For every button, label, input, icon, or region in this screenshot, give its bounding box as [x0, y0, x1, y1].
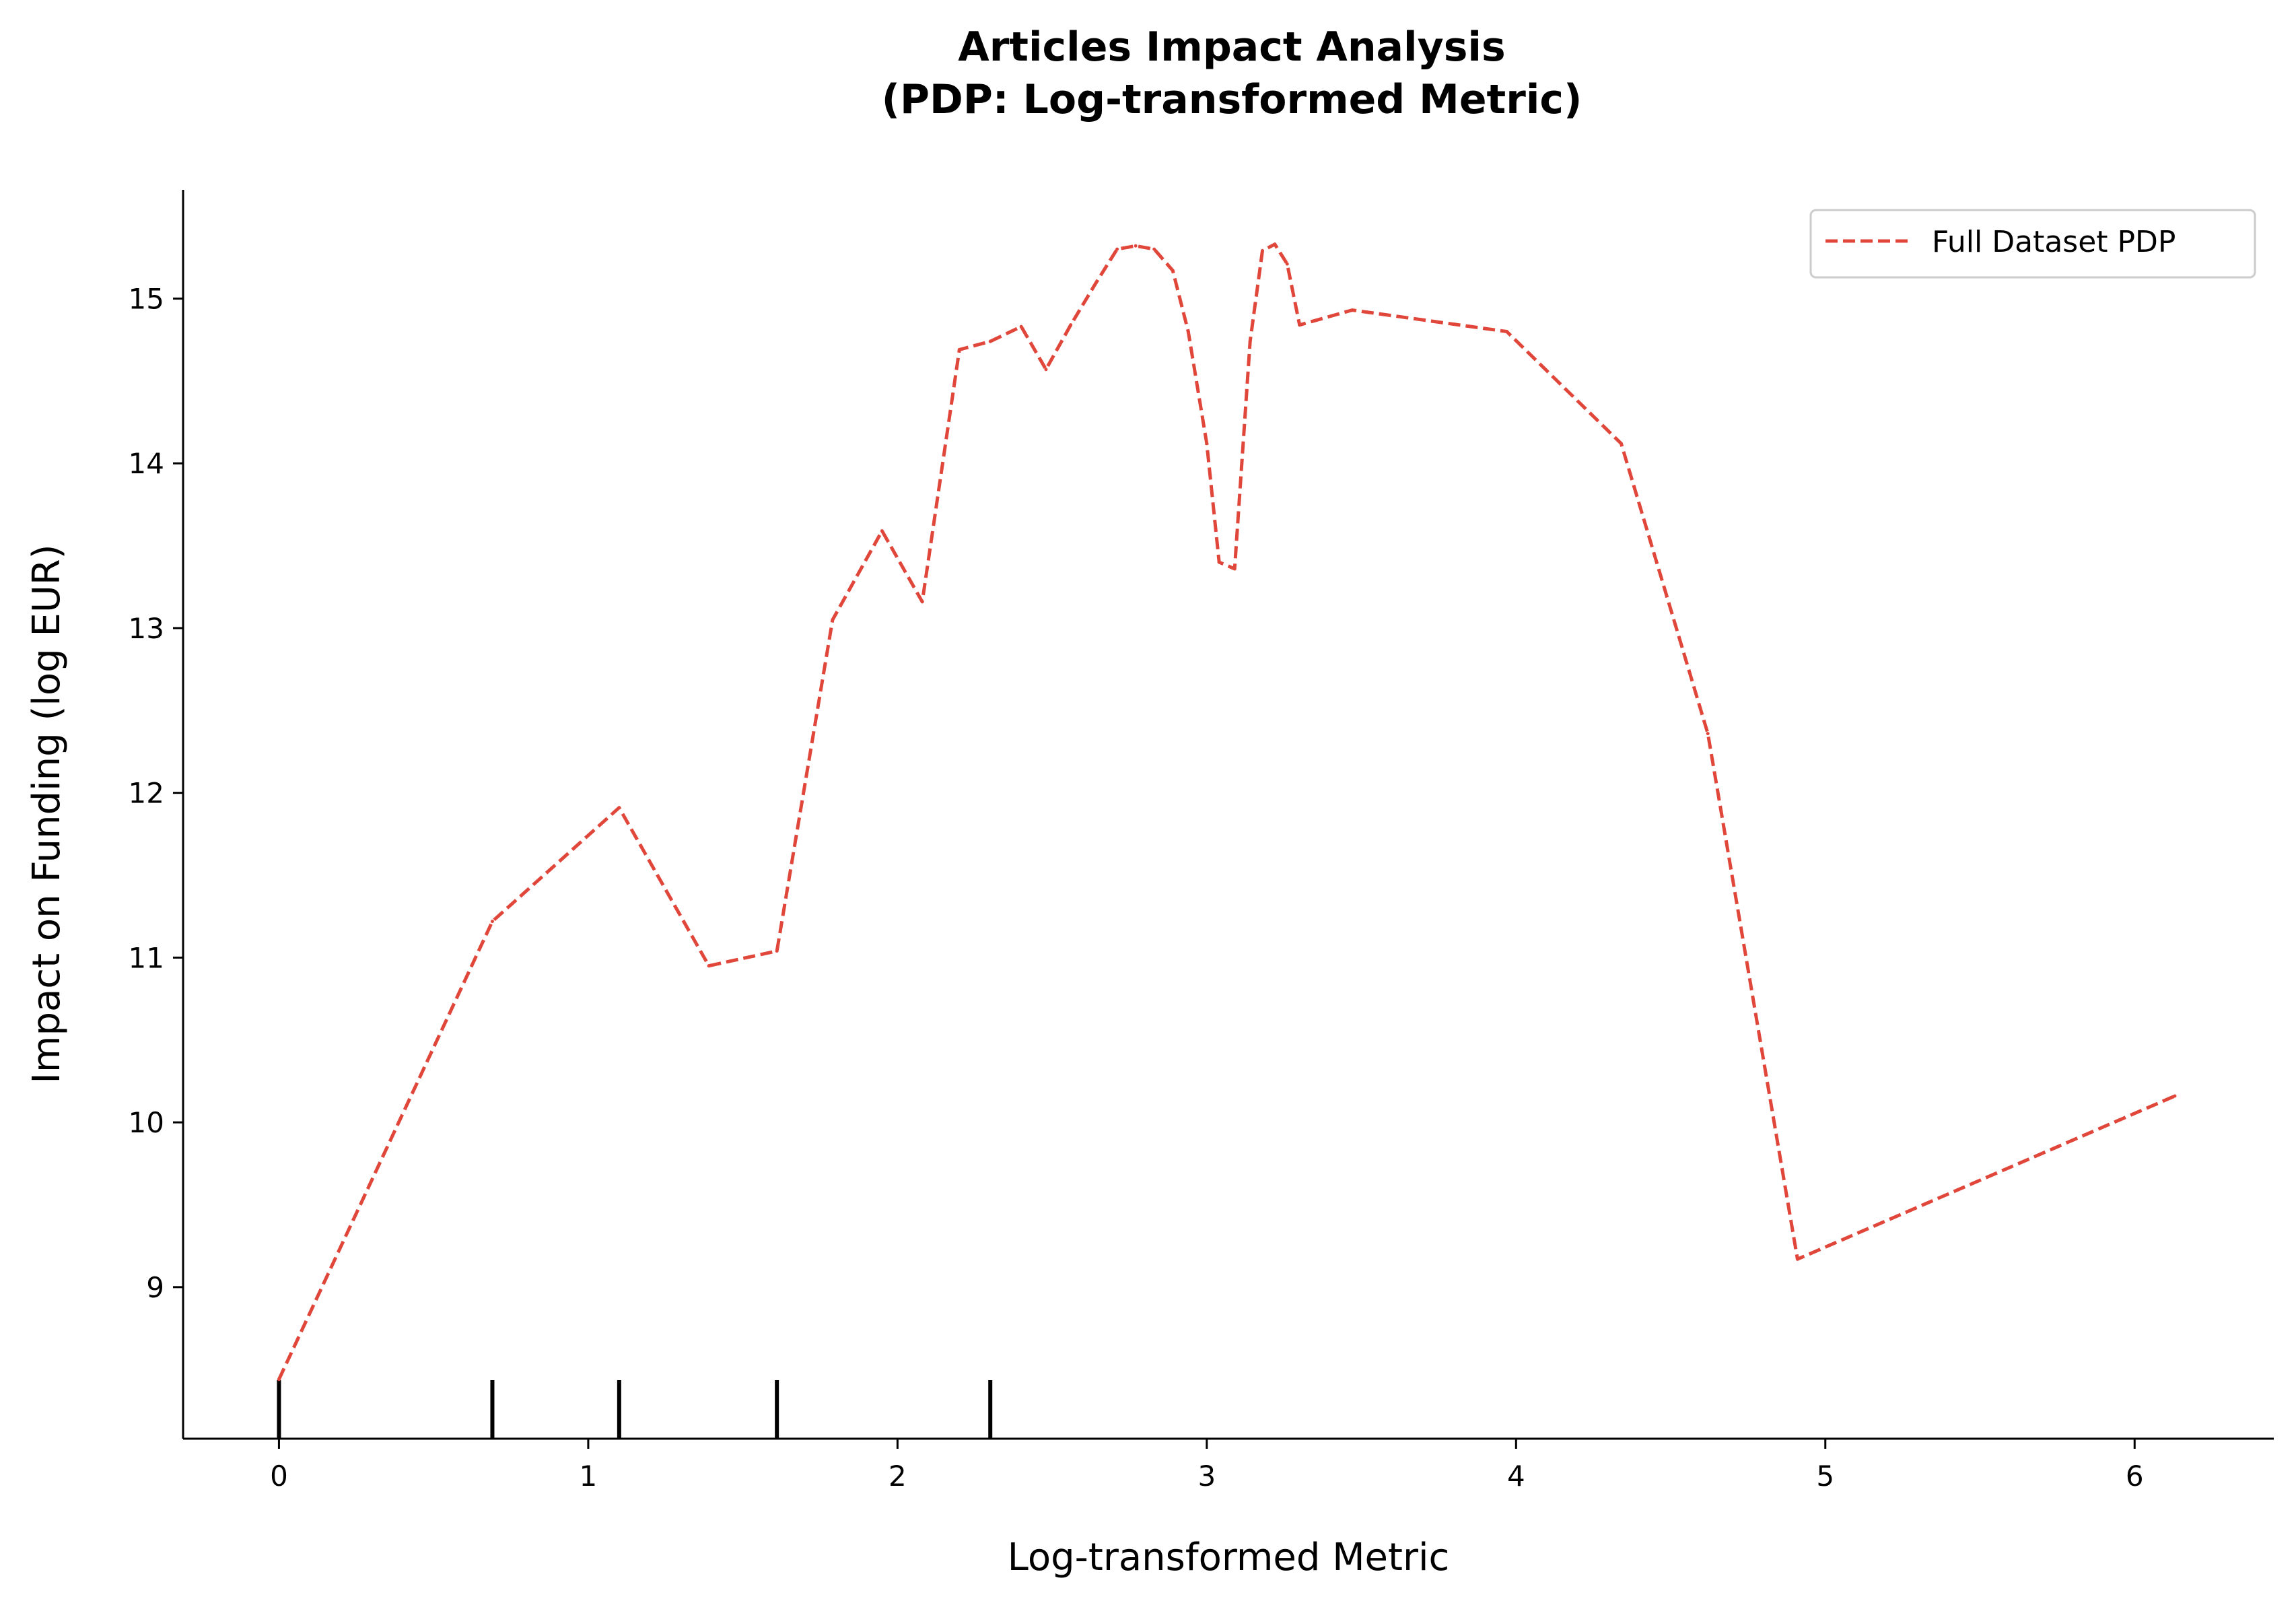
x-ticks: 0 1 2 3 4 5 6 [270, 1439, 2144, 1493]
x-tick-label: 0 [270, 1460, 288, 1493]
pdp-data-point [1205, 442, 1209, 446]
legend-label-full-dataset-pdp: Full Dataset PDP [1932, 225, 2176, 259]
x-tick-label: 3 [1197, 1460, 1216, 1493]
pdp-data-point [2173, 1094, 2177, 1098]
y-ticks: 9 10 11 12 13 14 15 [129, 283, 183, 1304]
pdp-data-point [1350, 308, 1354, 312]
pdp-data-point [957, 347, 961, 351]
x-tick-label: 4 [1507, 1460, 1525, 1493]
pdp-data-point [1044, 368, 1048, 372]
pdp-data-point [1115, 247, 1119, 251]
x-tick-label: 1 [580, 1460, 598, 1493]
pdp-data-point [1248, 339, 1252, 343]
pdp-data-point [1261, 249, 1265, 253]
y-tick-label: 11 [129, 941, 164, 974]
pdp-data-point [1273, 242, 1277, 246]
pdp-line-layer [277, 242, 2177, 1381]
pdp-data-point [1152, 247, 1156, 251]
y-tick-label: 15 [129, 283, 164, 316]
pdp-data-point [707, 964, 711, 968]
y-tick-label: 13 [129, 612, 164, 645]
pdp-data-point [1795, 1257, 1799, 1261]
pdp-data-point [880, 529, 884, 533]
pdp-data-point [1620, 442, 1624, 446]
x-axis-label: Log-transformed Metric [1008, 1536, 1450, 1579]
x-tick-label: 5 [1816, 1460, 1834, 1493]
pdp-data-point [920, 600, 924, 604]
pdp-data-point [1069, 323, 1073, 327]
y-tick-label: 14 [129, 447, 164, 480]
pdp-data-point [1706, 732, 1710, 736]
x-tick-label: 2 [889, 1460, 907, 1493]
pdp-data-point [1232, 567, 1237, 571]
pdp-data-point [831, 618, 835, 622]
y-tick-label: 9 [146, 1271, 164, 1304]
pdp-data-point [1186, 329, 1190, 333]
pdp-data-point [1093, 281, 1097, 285]
x-tick-label: 6 [2126, 1460, 2144, 1493]
pdp-series-line [277, 242, 2176, 1380]
legend-box [1809, 209, 2256, 279]
pdp-data-point [490, 920, 494, 924]
rug-marks [277, 1380, 993, 1439]
axes [182, 190, 2274, 1440]
chart-title-line1: Articles Impact Analysis [958, 24, 1505, 71]
y-axis-label: Impact on Funding (log EUR) [25, 544, 69, 1083]
pdp-data-point [1298, 323, 1302, 327]
pdp-data-point [1019, 324, 1023, 329]
pdp-data-point [1285, 262, 1289, 266]
pdp-data-point [617, 806, 621, 810]
pdp-data-point [277, 1377, 281, 1381]
legend: Full Dataset PDP [1809, 209, 2256, 279]
pdp-data-point [1171, 269, 1175, 273]
pdp-data-point [1505, 329, 1509, 333]
pdp-data-point [1134, 244, 1138, 248]
y-tick-label: 10 [129, 1106, 164, 1139]
pdp-data-point [1217, 560, 1221, 564]
pdp-data-point [775, 949, 779, 953]
pdp-data-point [988, 339, 992, 343]
chart-title-line2: (PDP: Log-transformed Metric) [882, 76, 1582, 123]
y-tick-label: 12 [129, 777, 164, 810]
